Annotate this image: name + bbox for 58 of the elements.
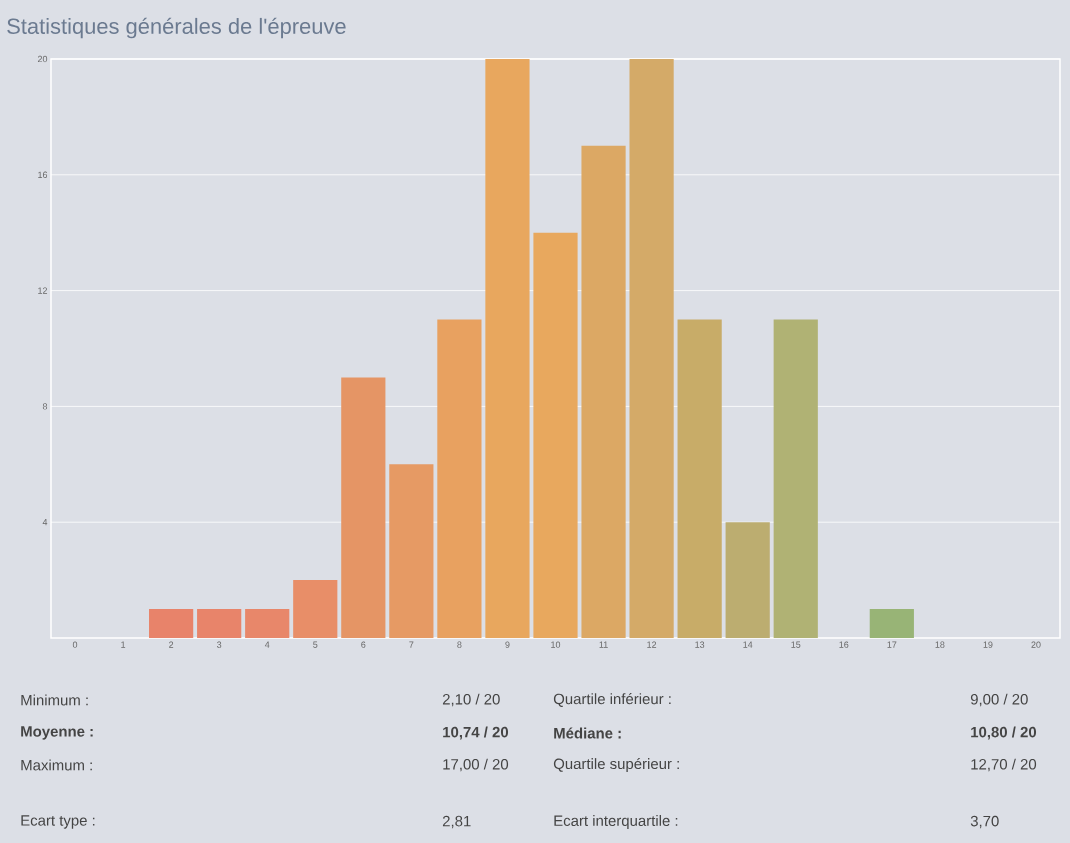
bar	[293, 580, 338, 638]
bar	[725, 522, 770, 638]
text: 17,00 / 20	[443, 758, 509, 772]
bar	[533, 232, 578, 638]
bar	[341, 377, 386, 638]
bar	[389, 464, 434, 638]
text: Maximum :	[21, 759, 92, 771]
x-tick-label: 7	[409, 641, 414, 648]
x-tick-label: 13	[695, 641, 705, 648]
x-tick-label: 20	[1031, 641, 1041, 648]
x-tick-label: 5	[313, 641, 318, 648]
text: 2,10 / 20	[442, 693, 500, 707]
x-tick-label: 9	[505, 641, 510, 648]
text: 2,81	[442, 815, 471, 829]
x-tick-label: 2	[169, 641, 174, 648]
text: Quartile supérieur :	[553, 757, 679, 773]
y-tick-label: 4	[42, 519, 48, 526]
text: Ecart type :	[21, 815, 95, 829]
x-tick-label: 19	[983, 641, 993, 648]
text: Moyenne :	[21, 726, 93, 740]
bar	[197, 609, 242, 638]
x-tick-label: 6	[361, 641, 366, 648]
y-tick-label: 16	[38, 171, 48, 178]
x-tick-label: 12	[647, 641, 657, 648]
text: 12,70 / 20	[971, 758, 1037, 772]
text: 10,80 / 20	[971, 726, 1037, 740]
chart-title: Statistiques générales de l'épreuve	[7, 17, 346, 39]
text: Ecart interquartile :	[554, 815, 678, 829]
x-tick-label: 4	[264, 641, 270, 648]
text: Médiane :	[554, 727, 621, 739]
text: Quartile inférieur :	[553, 693, 671, 707]
x-tick-label: 11	[599, 641, 608, 648]
bar	[773, 319, 818, 638]
text: 9,00 / 20	[970, 693, 1028, 707]
text: Minimum :	[21, 694, 88, 706]
bar	[581, 145, 626, 638]
x-tick-label: 18	[935, 641, 945, 648]
x-tick-label: 0	[72, 641, 78, 648]
x-tick-label: 17	[887, 641, 897, 648]
bar	[149, 609, 194, 638]
y-tick-label: 12	[38, 287, 48, 294]
x-tick-label: 10	[551, 641, 561, 648]
y-tick-label: 20	[37, 55, 48, 63]
bar	[629, 58, 674, 638]
bar	[437, 319, 482, 638]
bar	[485, 58, 530, 638]
x-tick-label: 8	[457, 641, 462, 648]
x-tick-label: 14	[743, 641, 753, 648]
bar	[869, 609, 914, 638]
bar	[677, 319, 722, 638]
x-tick-label: 15	[791, 641, 801, 648]
text: 3,70	[970, 815, 999, 829]
text: 10,74 / 20	[443, 726, 509, 740]
bar	[245, 609, 290, 638]
x-tick-label: 3	[217, 641, 222, 648]
x-tick-label: 16	[839, 641, 849, 648]
x-tick-label: 1	[121, 641, 126, 648]
y-tick-label: 8	[42, 403, 48, 410]
